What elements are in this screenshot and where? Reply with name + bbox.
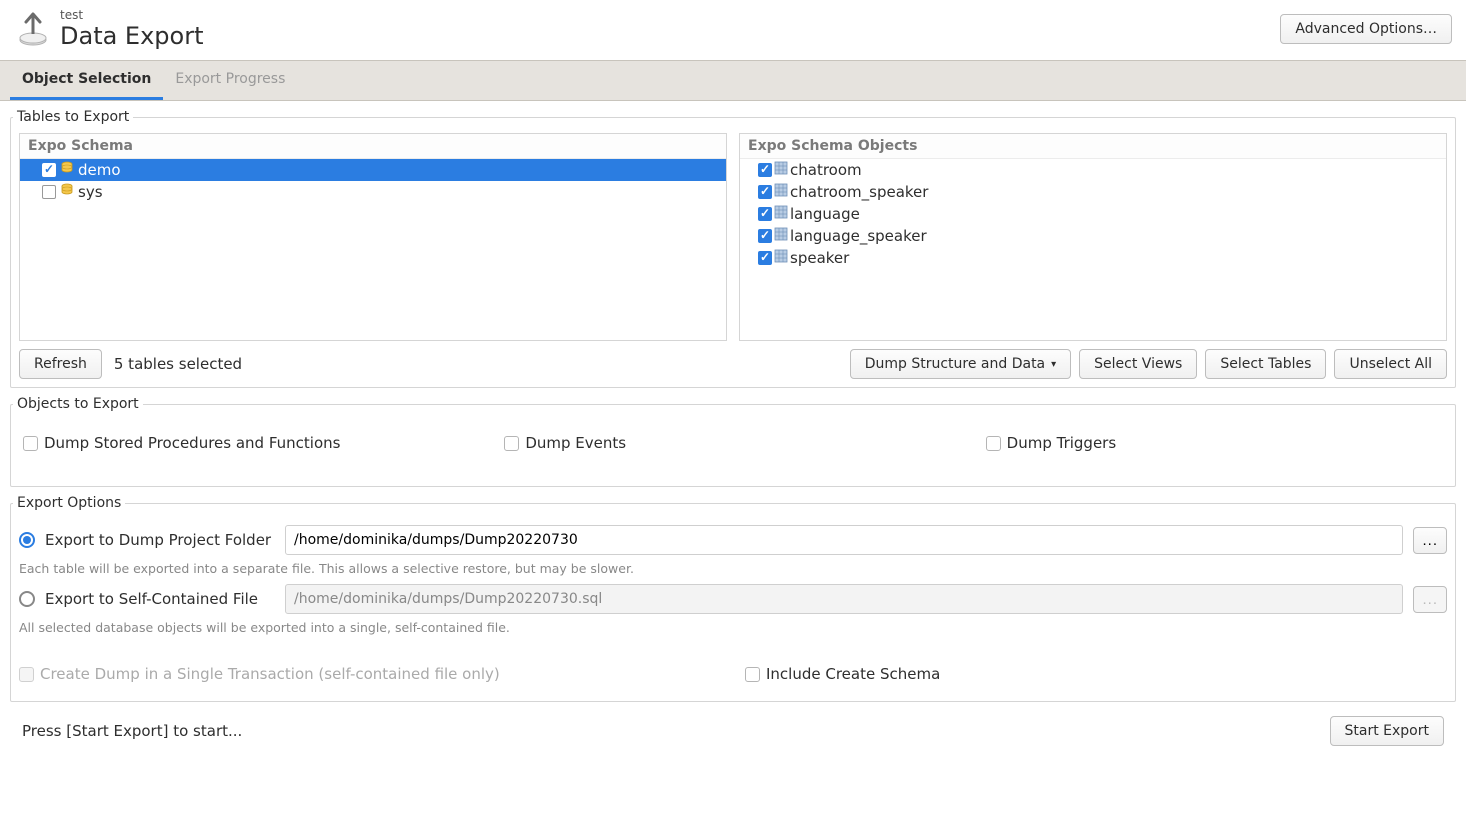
dump-events-check[interactable]: Dump Events (504, 434, 961, 452)
tables-footer-row: Refresh 5 tables selected Dump Structure… (19, 349, 1447, 379)
advanced-options-button[interactable]: Advanced Options… (1280, 14, 1452, 44)
tab-export-progress[interactable]: Export Progress (163, 61, 297, 100)
tables-selected-status: 5 tables selected (114, 355, 242, 373)
export-folder-radio[interactable] (19, 532, 35, 548)
schema-row[interactable]: demo (20, 159, 726, 181)
tab-object-selection[interactable]: Object Selection (10, 61, 163, 100)
header-left: test Data Export (14, 8, 204, 50)
include-schema-label: Include Create Schema (766, 665, 940, 683)
objects-checkbox-row: Dump Stored Procedures and Functions Dum… (19, 420, 1447, 478)
dump-procedures-check[interactable]: Dump Stored Procedures and Functions (23, 434, 480, 452)
object-name-label: language (790, 205, 860, 223)
export-folder-path-input[interactable] (285, 525, 1403, 555)
tables-footer-right: Dump Structure and Data ▾ Select Views S… (850, 349, 1447, 379)
object-name-label: chatroom (790, 161, 862, 179)
tables-to-export-group: Tables to Export Expo Schema demo sys Exp… (10, 109, 1456, 388)
object-checkbox[interactable] (758, 229, 772, 243)
select-tables-button[interactable]: Select Tables (1205, 349, 1326, 379)
database-icon (60, 183, 74, 201)
object-row[interactable]: language (740, 203, 1446, 225)
objects-to-export-group: Objects to Export Dump Stored Procedures… (10, 396, 1456, 487)
object-name-label: language_speaker (790, 227, 927, 245)
header-titles: test Data Export (60, 8, 204, 50)
include-schema-check[interactable]: Include Create Schema (745, 665, 1447, 683)
tables-legend: Tables to Export (13, 109, 133, 125)
schema-list-body: demo sys (20, 159, 726, 340)
schema-name-label: demo (78, 161, 121, 179)
schema-checkbox[interactable] (42, 185, 56, 199)
dump-procedures-checkbox[interactable] (23, 436, 38, 451)
objects-legend: Objects to Export (13, 396, 143, 412)
export-folder-label: Export to Dump Project Folder (45, 531, 275, 549)
footer-status: Press [Start Export] to start... (22, 722, 242, 740)
unselect-all-button[interactable]: Unselect All (1334, 349, 1447, 379)
header: test Data Export Advanced Options… (0, 0, 1466, 60)
objects-list-body: chatroom chatroom_speaker language language… (740, 159, 1446, 340)
dump-mode-dropdown[interactable]: Dump Structure and Data ▾ (850, 349, 1071, 379)
object-name-label: chatroom_speaker (790, 183, 928, 201)
data-export-icon (14, 10, 52, 48)
export-folder-hint: Each table will be exported into a separ… (19, 561, 1447, 576)
single-transaction-label: Create Dump in a Single Transaction (sel… (40, 665, 500, 683)
dump-events-label: Dump Events (525, 434, 626, 452)
footer: Press [Start Export] to start... Start E… (10, 702, 1456, 760)
export-file-hint: All selected database objects will be ex… (19, 620, 1447, 635)
object-row[interactable]: chatroom_speaker (740, 181, 1446, 203)
object-row[interactable]: language_speaker (740, 225, 1446, 247)
panel-object-selection: Tables to Export Expo Schema demo sys Exp… (0, 109, 1466, 760)
export-file-row: Export to Self-Contained File ... (19, 584, 1447, 614)
export-file-label: Export to Self-Contained File (45, 590, 275, 608)
object-name-label: speaker (790, 249, 849, 267)
start-export-button[interactable]: Start Export (1330, 716, 1444, 746)
schema-list-header: Expo Schema (20, 134, 726, 159)
object-row[interactable]: speaker (740, 247, 1446, 269)
tables-row: Expo Schema demo sys Expo Schema Objects … (19, 133, 1447, 341)
single-transaction-check: Create Dump in a Single Transaction (sel… (19, 665, 721, 683)
tables-footer-left: Refresh 5 tables selected (19, 349, 242, 379)
export-folder-row: Export to Dump Project Folder ... (19, 525, 1447, 555)
object-checkbox[interactable] (758, 185, 772, 199)
object-row[interactable]: chatroom (740, 159, 1446, 181)
chevron-down-icon: ▾ (1051, 359, 1056, 370)
browse-file-button[interactable]: ... (1413, 586, 1447, 613)
tab-bar: Object Selection Export Progress (0, 60, 1466, 101)
table-icon (774, 183, 788, 201)
table-icon (774, 205, 788, 223)
bottom-checks-row: Create Dump in a Single Transaction (sel… (19, 665, 1447, 683)
schema-name-label: sys (78, 183, 103, 201)
select-views-button[interactable]: Select Views (1079, 349, 1197, 379)
page-title: Data Export (60, 22, 204, 50)
dump-triggers-check[interactable]: Dump Triggers (986, 434, 1443, 452)
dump-procedures-label: Dump Stored Procedures and Functions (44, 434, 340, 452)
table-icon (774, 161, 788, 179)
dump-events-checkbox[interactable] (504, 436, 519, 451)
export-file-radio[interactable] (19, 591, 35, 607)
export-options-legend: Export Options (13, 495, 125, 511)
object-checkbox[interactable] (758, 163, 772, 177)
object-checkbox[interactable] (758, 207, 772, 221)
schema-row[interactable]: sys (20, 181, 726, 203)
schema-list: Expo Schema demo sys (19, 133, 727, 341)
dump-triggers-label: Dump Triggers (1007, 434, 1117, 452)
export-file-path-input[interactable] (285, 584, 1403, 614)
export-options-group: Export Options Export to Dump Project Fo… (10, 495, 1456, 702)
refresh-button[interactable]: Refresh (19, 349, 102, 379)
include-schema-checkbox[interactable] (745, 667, 760, 682)
objects-list: Expo Schema Objects chatroom chatroom_spe… (739, 133, 1447, 341)
browse-folder-button[interactable]: ... (1413, 527, 1447, 554)
table-icon (774, 249, 788, 267)
dump-triggers-checkbox[interactable] (986, 436, 1001, 451)
dump-mode-label: Dump Structure and Data (865, 356, 1045, 372)
table-icon (774, 227, 788, 245)
single-transaction-checkbox (19, 667, 34, 682)
schema-checkbox[interactable] (42, 163, 56, 177)
database-icon (60, 161, 74, 179)
header-subtitle: test (60, 8, 204, 22)
object-checkbox[interactable] (758, 251, 772, 265)
objects-list-header: Expo Schema Objects (740, 134, 1446, 159)
